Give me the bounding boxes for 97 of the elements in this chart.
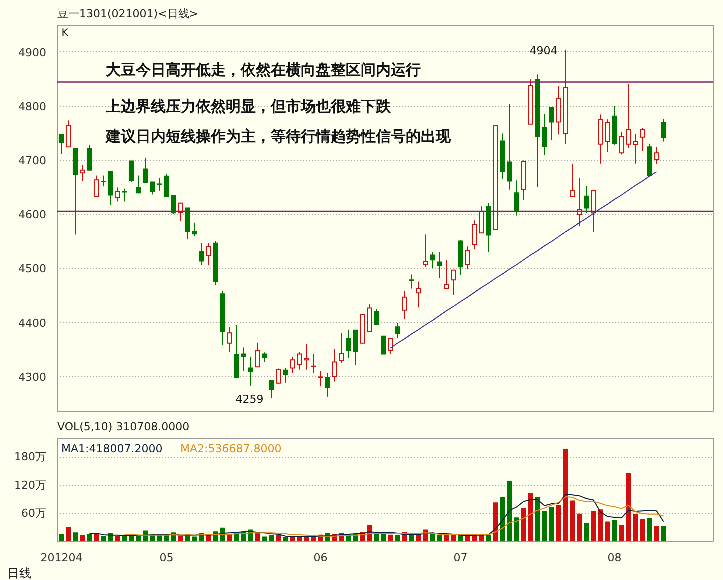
candlestick: [122, 188, 128, 202]
candlestick: [591, 190, 597, 233]
x-tick-label: 08: [608, 552, 622, 564]
annotation: 4259: [236, 393, 264, 406]
y-tick-label: 60万: [22, 506, 47, 520]
candlestick: [549, 107, 555, 141]
bar: [255, 532, 260, 542]
bar: [458, 534, 464, 542]
x-axis-title: 日线: [8, 566, 32, 580]
candlestick: [374, 308, 380, 326]
bar: [94, 534, 100, 542]
candlestick: [437, 252, 442, 280]
annotation: 4904: [530, 44, 558, 58]
candlestick: [66, 120, 72, 148]
candlestick: [416, 281, 422, 308]
candlestick: [318, 370, 324, 388]
chart-title: VOL(5,10) 310708.0000: [58, 420, 190, 434]
candlestick: [381, 336, 386, 355]
candlestick: [444, 260, 450, 290]
y-tick-label: 4300: [18, 370, 47, 384]
bar: [115, 536, 120, 542]
candlestick: [514, 180, 520, 216]
candlestick: [584, 186, 590, 214]
bar: [409, 534, 414, 542]
candlestick: [198, 242, 204, 266]
bar: [584, 523, 590, 542]
candlestick: [86, 144, 92, 171]
bar: [206, 534, 212, 542]
bar: [283, 537, 288, 542]
y-tick-label: 4900: [18, 46, 47, 60]
x-tick-label: 06: [314, 552, 328, 564]
x-tick-label: 201204: [40, 552, 83, 564]
bar: [276, 535, 282, 542]
candlestick: [465, 246, 471, 270]
candlestick: [395, 322, 400, 340]
candlestick: [402, 290, 408, 320]
candlestick: [332, 348, 338, 382]
candlestick: [136, 175, 142, 194]
candlestick: [58, 134, 64, 155]
candlestick: [114, 187, 120, 202]
bar: [59, 534, 64, 542]
bar: [178, 535, 184, 542]
candlestick: [640, 128, 646, 152]
candlestick: [268, 380, 274, 400]
x-tick-label: 05: [160, 552, 174, 564]
bar: [493, 502, 498, 542]
bar: [654, 526, 660, 542]
candlestick: [156, 177, 163, 192]
candlestick: [262, 352, 268, 363]
candlestick: [325, 372, 330, 398]
candlestick: [206, 242, 212, 266]
candlestick: [409, 274, 414, 290]
text: MA2:536687.8000: [180, 442, 282, 456]
candlestick: [226, 326, 232, 354]
candlestick: [388, 338, 394, 355]
candlestick: [276, 368, 282, 385]
bar: [388, 534, 394, 542]
candlestick: [248, 356, 254, 387]
bar: [227, 534, 232, 542]
candlestick: [661, 118, 667, 142]
chart-title: 豆一1301(021001)<日线>: [58, 8, 199, 20]
y-tick-label: 180万: [14, 450, 47, 464]
annotation: 建议日内短线操作为主，等待行情趋势性信号的出现: [104, 127, 452, 146]
y-tick-label: 4600: [18, 208, 47, 222]
text: MA1:418007.2000: [62, 442, 163, 456]
bar: [80, 535, 86, 542]
y-tick-label: 4700: [18, 154, 47, 168]
bar: [73, 532, 78, 542]
candlestick: [100, 175, 107, 188]
x-tick-label: 07: [454, 552, 468, 564]
candlestick: [423, 234, 428, 268]
candlestick: [654, 146, 660, 165]
y-tick-label: 4800: [18, 100, 47, 114]
bar: [87, 534, 92, 542]
y-tick-label: 120万: [14, 478, 47, 492]
candlestick: [282, 368, 288, 384]
annotation: K: [62, 28, 69, 40]
y-tick-label: 4400: [18, 316, 47, 330]
candlestick: [339, 332, 344, 364]
candlestick: [451, 270, 456, 296]
candlestick: [80, 164, 86, 182]
candlestick: [108, 172, 114, 206]
candlestick: [94, 175, 100, 198]
bar: [395, 535, 400, 542]
bar: [66, 527, 72, 542]
annotation: 大豆今日高开低走，依然在横向盘整区间内运行: [106, 60, 421, 79]
bar: [612, 520, 618, 542]
candlestick: [570, 164, 576, 198]
candlestick: [430, 252, 436, 269]
annotation: 上边界线压力依然明显，但市场也很难下跌: [104, 98, 392, 116]
bar: [486, 534, 492, 542]
candlestick: [128, 160, 134, 183]
bar: [647, 518, 652, 542]
bar: [661, 526, 666, 542]
y-tick-label: 4500: [18, 262, 47, 276]
candlestick: [254, 342, 260, 368]
candlestick: [310, 354, 317, 374]
